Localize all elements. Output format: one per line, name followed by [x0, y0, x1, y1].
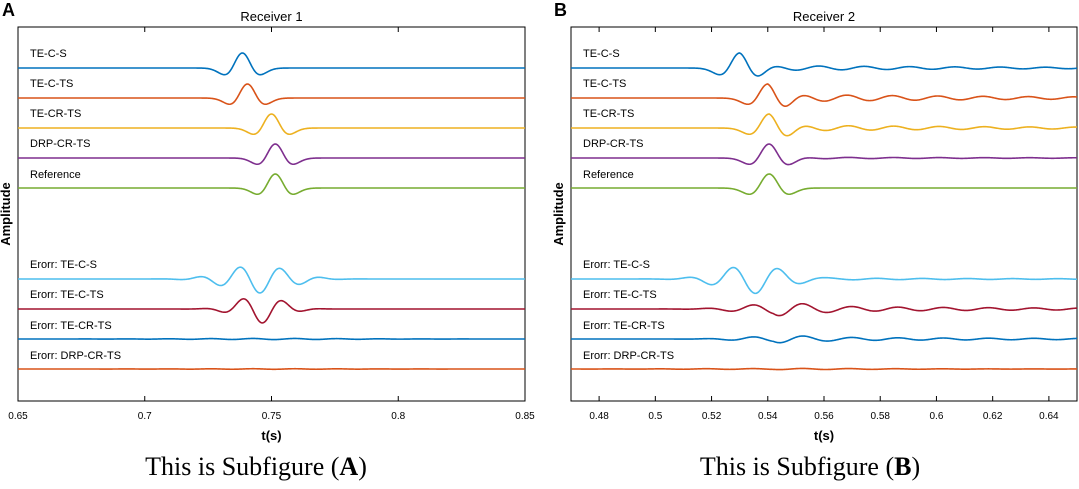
- series-line-erorr-te-c-s: [571, 266, 1077, 295]
- series-line-reference: [571, 173, 1077, 196]
- series-label: Erorr: TE-C-S: [583, 259, 650, 271]
- series-line-erorr-te-c-ts: [571, 302, 1077, 317]
- series-label: Erorr: DRP-CR-TS: [583, 350, 674, 362]
- series-label: TE-C-TS: [583, 78, 626, 90]
- caption-b-prefix: This is Subfigure (: [700, 452, 894, 481]
- x-tick-label: 0.6: [929, 411, 943, 422]
- x-tick-label: 0.85: [515, 411, 535, 422]
- series-label: Reference: [30, 169, 81, 181]
- caption-b-suffix: ): [911, 452, 920, 481]
- series-label: DRP-CR-TS: [583, 138, 644, 150]
- plot-frame: [570, 26, 1078, 402]
- x-axis-label: t(s): [261, 428, 281, 443]
- panel-letter: B: [554, 0, 567, 20]
- series-line-te-c-s: [571, 52, 1077, 77]
- subfigure-b: B Receiver 2 Amplitude t(s) 0.48 0.5 0.52 0.54 0…: [551, 0, 1078, 443]
- x-tick-label: 0.65: [8, 411, 28, 422]
- series-line-erorr-drp-cr-ts: [18, 367, 525, 371]
- series-label: Erorr: TE-C-TS: [583, 289, 657, 301]
- x-tick-label: 0.62: [983, 411, 1003, 422]
- series-label: TE-C-S: [30, 48, 67, 60]
- series-line-erorr-te-c-ts: [18, 298, 525, 324]
- x-tick-label: 0.64: [1039, 411, 1059, 422]
- series-line-te-cr-ts: [571, 113, 1077, 137]
- series-line-drp-cr-ts: [571, 143, 1077, 166]
- series-label: Erorr: TE-CR-TS: [30, 320, 112, 332]
- series-line-reference: [18, 173, 525, 196]
- x-tick-label: 0.5: [648, 411, 662, 422]
- series-label: TE-C-TS: [30, 78, 73, 90]
- series-label: Erorr: TE-C-TS: [30, 289, 104, 301]
- caption-a-prefix: This is Subfigure (: [145, 452, 339, 481]
- caption-b-letter: B: [894, 452, 911, 481]
- x-tick-label: 0.54: [758, 411, 778, 422]
- series-line-erorr-te-c-s: [18, 266, 525, 294]
- panel-letter: A: [2, 0, 15, 20]
- caption-a-suffix: ): [358, 452, 367, 481]
- series-label: Reference: [583, 169, 634, 181]
- series-line-drp-cr-ts: [18, 143, 525, 166]
- series-line-erorr-te-cr-ts: [18, 337, 525, 341]
- chart-title: Receiver 2: [793, 9, 855, 24]
- y-axis-label: Amplitude: [0, 182, 13, 246]
- x-tick-label: 0.56: [814, 411, 834, 422]
- series-label: Erorr: DRP-CR-TS: [30, 350, 121, 362]
- chart-title: Receiver 1: [240, 9, 302, 24]
- caption-a-letter: A: [339, 452, 358, 481]
- y-axis-label: Amplitude: [551, 182, 566, 246]
- x-tick-label: 0.7: [138, 411, 152, 422]
- caption-a: This is Subfigure (A): [145, 452, 367, 481]
- series-label: DRP-CR-TS: [30, 138, 91, 150]
- series-line-te-c-ts: [18, 83, 525, 106]
- plot-frame: [17, 26, 526, 402]
- caption-b: This is Subfigure (B): [700, 452, 920, 481]
- series-line-te-c-ts: [571, 83, 1077, 107]
- series-line-erorr-drp-cr-ts: [571, 367, 1077, 371]
- series-label: Erorr: TE-CR-TS: [583, 320, 665, 332]
- series-line-erorr-te-cr-ts: [571, 335, 1077, 344]
- subfigure-a: A Receiver 1 Amplitude t(s) 0.65 0.7 0.75 0.8 0.…: [0, 0, 535, 443]
- series-label: TE-CR-TS: [583, 108, 634, 120]
- x-tick-label: 0.75: [262, 411, 282, 422]
- series-line-te-c-s: [18, 52, 525, 76]
- series-label: TE-CR-TS: [30, 108, 81, 120]
- series-label: Erorr: TE-C-S: [30, 259, 97, 271]
- series-label: TE-C-S: [583, 48, 620, 60]
- x-tick-label: 0.48: [589, 411, 609, 422]
- x-tick-label: 0.52: [702, 411, 722, 422]
- x-axis-label: t(s): [814, 428, 834, 443]
- x-tick-label: 0.58: [870, 411, 890, 422]
- series-line-te-cr-ts: [18, 113, 525, 136]
- x-tick-label: 0.8: [391, 411, 405, 422]
